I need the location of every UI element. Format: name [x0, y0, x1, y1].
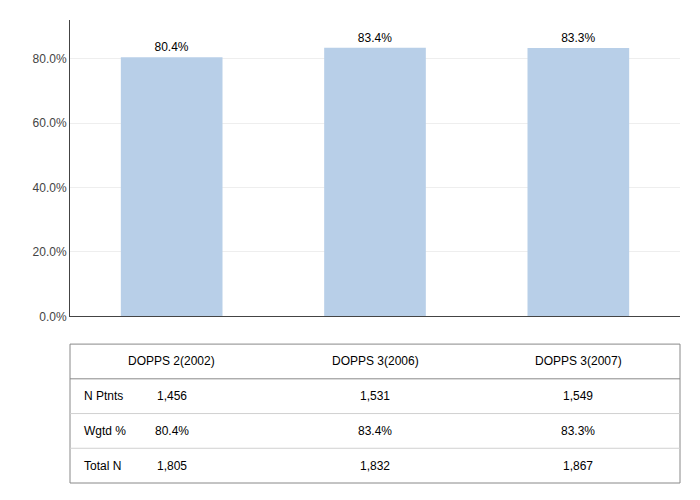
svg-text:1,832: 1,832 — [360, 459, 390, 473]
svg-text:80.4%: 80.4% — [154, 40, 188, 54]
svg-text:83.4%: 83.4% — [358, 424, 392, 438]
svg-text:20.0%: 20.0% — [33, 245, 67, 259]
svg-text:83.3%: 83.3% — [561, 31, 595, 45]
svg-text:DOPPS 3(2007): DOPPS 3(2007) — [535, 354, 622, 368]
svg-text:N Ptnts: N Ptnts — [84, 389, 123, 403]
svg-text:1,549: 1,549 — [563, 389, 593, 403]
svg-text:1,805: 1,805 — [157, 459, 187, 473]
svg-text:40.0%: 40.0% — [33, 181, 67, 195]
svg-text:DOPPS 2(2002): DOPPS 2(2002) — [128, 354, 215, 368]
svg-text:83.4%: 83.4% — [358, 31, 392, 45]
svg-text:0.0%: 0.0% — [39, 310, 67, 324]
svg-text:83.3%: 83.3% — [561, 424, 595, 438]
svg-text:Total N: Total N — [84, 459, 121, 473]
svg-text:80.4%: 80.4% — [155, 424, 189, 438]
svg-text:1,867: 1,867 — [563, 459, 593, 473]
svg-text:80.0%: 80.0% — [33, 52, 67, 66]
svg-text:DOPPS 3(2006): DOPPS 3(2006) — [332, 354, 419, 368]
svg-text:Wgtd %: Wgtd % — [84, 424, 126, 438]
svg-text:1,531: 1,531 — [360, 389, 390, 403]
svg-text:60.0%: 60.0% — [33, 116, 67, 130]
svg-text:1,456: 1,456 — [157, 389, 187, 403]
